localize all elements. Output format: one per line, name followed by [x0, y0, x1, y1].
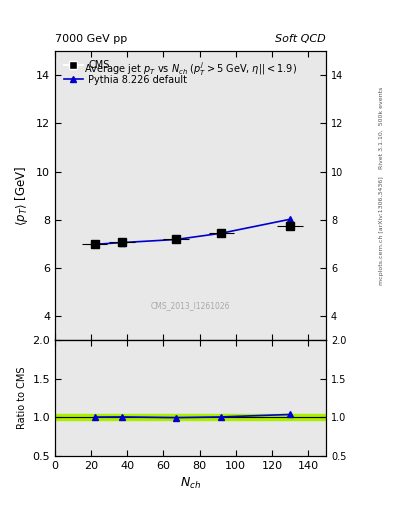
- Legend: CMS, Pythia 8.226 default: CMS, Pythia 8.226 default: [60, 56, 191, 89]
- Text: Soft QCD: Soft QCD: [275, 33, 326, 44]
- Text: 7000 GeV pp: 7000 GeV pp: [55, 33, 127, 44]
- Y-axis label: Ratio to CMS: Ratio to CMS: [17, 367, 27, 429]
- Text: CMS_2013_I1261026: CMS_2013_I1261026: [151, 301, 230, 310]
- Text: mcplots.cern.ch [arXiv:1306.3436]: mcplots.cern.ch [arXiv:1306.3436]: [379, 176, 384, 285]
- Y-axis label: $\langle p_T \rangle$ [GeV]: $\langle p_T \rangle$ [GeV]: [13, 165, 31, 226]
- Bar: [55, 414, 326, 420]
- Text: Rivet 3.1.10,  500k events: Rivet 3.1.10, 500k events: [379, 87, 384, 169]
- Text: Average jet $p_T$ vs $N_{ch}$ ($p_T^j$$>$5 GeV, $\eta||<1.9$): Average jet $p_T$ vs $N_{ch}$ ($p_T^j$$>…: [84, 60, 297, 78]
- X-axis label: $N_{ch}$: $N_{ch}$: [180, 476, 201, 491]
